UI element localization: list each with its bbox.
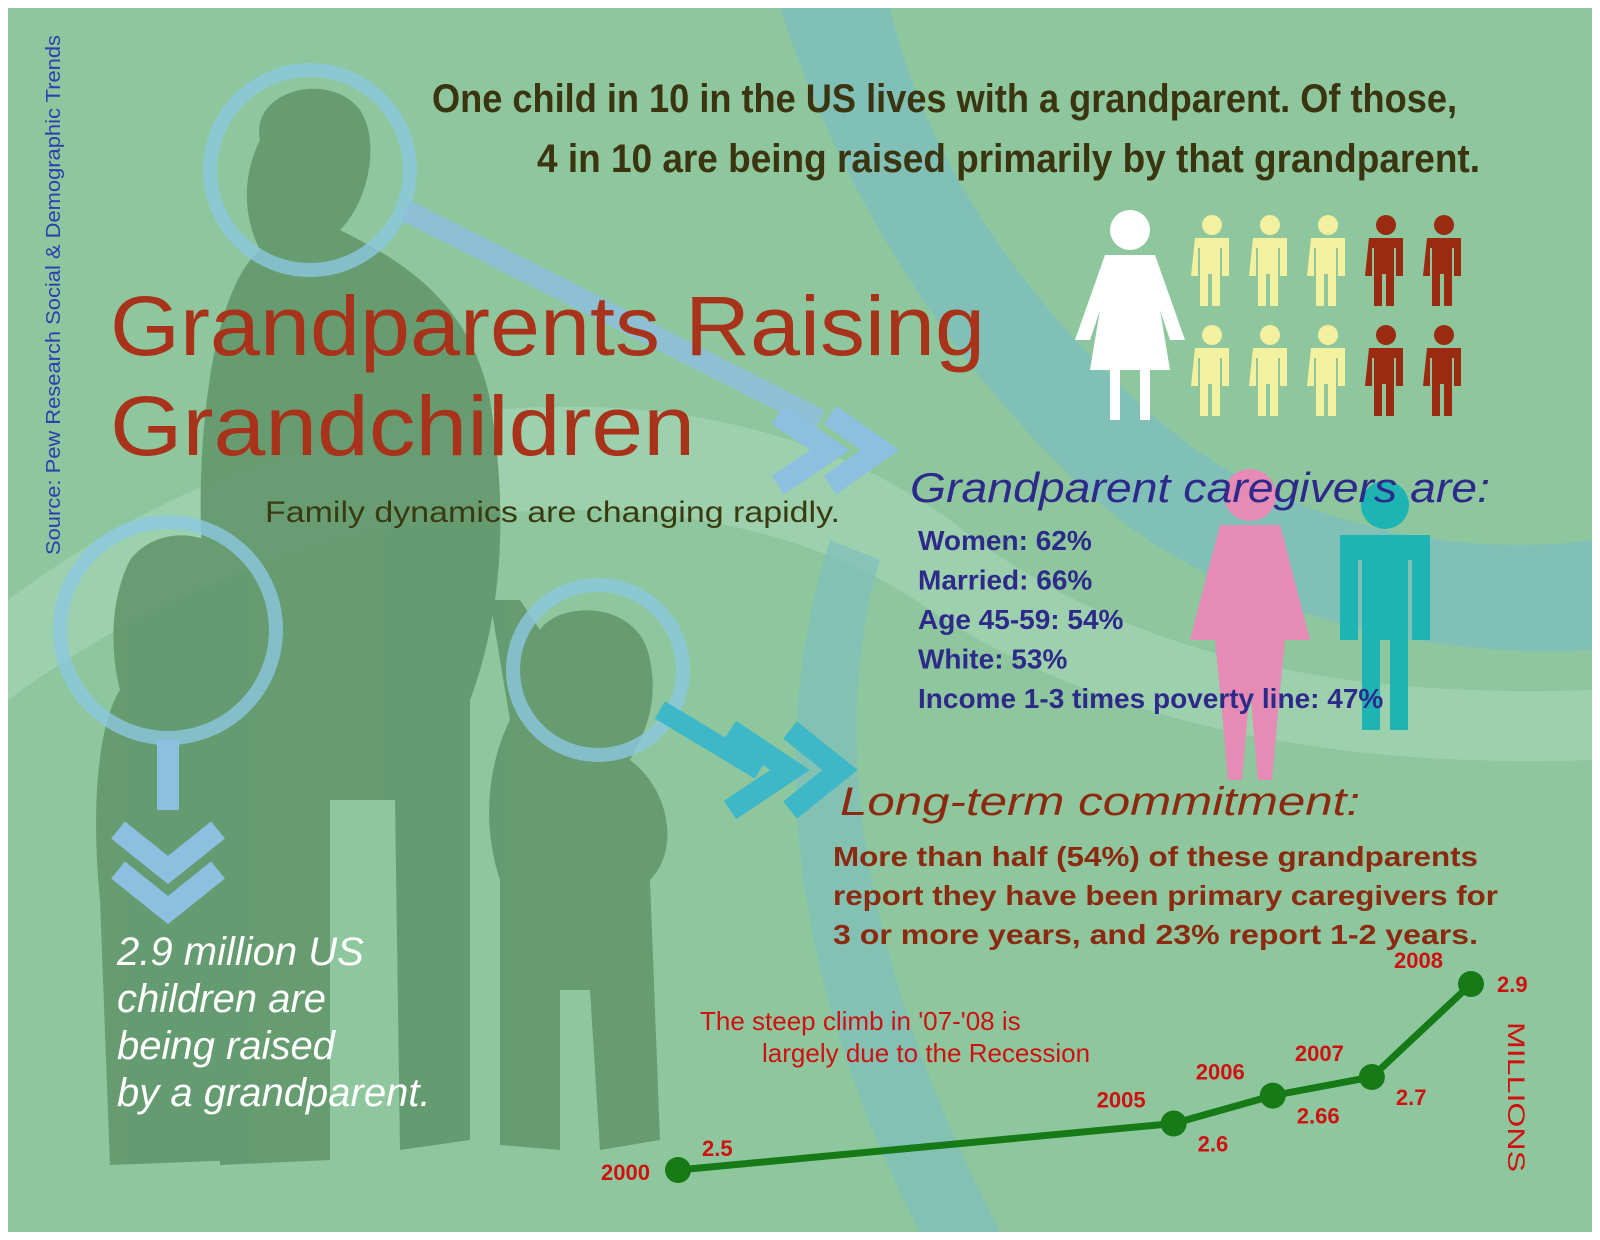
caregivers-list: Women: 62% Married: 66% Age 45-59: 54% Whit…	[918, 525, 1383, 714]
grandparent-silhouette	[200, 88, 501, 1166]
x-label: 2000	[601, 1160, 650, 1185]
stat-line: children are	[117, 977, 326, 1021]
woman-icon	[1075, 210, 1185, 420]
stat-line: 2.9 million US	[116, 930, 364, 974]
chevrons	[111, 821, 225, 925]
x-label: 2006	[1196, 1060, 1245, 1085]
point	[1358, 1064, 1385, 1090]
icon-head	[1202, 215, 1222, 235]
point	[665, 1157, 691, 1183]
caregiver-item: Married: 66%	[918, 565, 1092, 596]
caregiver-item: Income 1-3 times poverty line: 47%	[918, 683, 1383, 714]
icon-body	[1307, 348, 1345, 416]
icon-body	[1307, 238, 1345, 306]
caregiver-item: Age 45-59: 54%	[918, 604, 1124, 635]
connector	[654, 701, 766, 779]
commitment-text: More than half (54%) of these grandparen…	[833, 841, 1498, 950]
caregivers-heading: Grandparent caregivers are:	[910, 464, 1490, 511]
icon-body	[1365, 238, 1403, 306]
headline: One child in 10 in the US lives with a g…	[432, 77, 1457, 121]
icon-body	[1365, 348, 1403, 416]
child-silhouette	[96, 535, 244, 1165]
icon-body	[1423, 238, 1461, 306]
commitment-line: 3 or more years, and 23% report 1-2 year…	[833, 919, 1478, 950]
icon-head	[1434, 325, 1454, 345]
icon-body	[1249, 348, 1287, 416]
caregiver-item: Women: 62%	[918, 525, 1092, 556]
band	[780, 8, 1592, 652]
chevrons	[723, 720, 858, 820]
caregiver-icons	[1190, 469, 1430, 780]
x-label: 2007	[1295, 1041, 1344, 1066]
icon-head	[1434, 215, 1454, 235]
icon-head	[1318, 325, 1338, 345]
stat-line: by a grandparent.	[117, 1071, 431, 1115]
y-axis-label: MILLIONS	[1502, 1022, 1529, 1172]
child-icons	[1191, 215, 1461, 416]
highlight-ring	[203, 63, 417, 277]
icon-body	[1423, 348, 1461, 416]
icon-head	[1260, 325, 1280, 345]
chevrons	[771, 405, 900, 495]
x-label: 2008	[1394, 948, 1443, 973]
commitment-line: report they have been primary caregivers…	[833, 880, 1498, 911]
highlight-ring	[53, 515, 283, 745]
title: Grandchildren	[110, 379, 695, 473]
icon-body	[1191, 348, 1229, 416]
headline: 4 in 10 are being raised primarily by th…	[537, 137, 1480, 181]
commitment-line: More than half (54%) of these grandparen…	[833, 841, 1478, 872]
point	[1259, 1082, 1286, 1109]
icon-head	[1376, 215, 1396, 235]
icon-head	[1318, 215, 1338, 235]
icon-head	[1376, 325, 1396, 345]
annotation: The steep climb in '07-'08 is	[700, 1006, 1021, 1036]
value-label: 2.5	[702, 1136, 733, 1161]
highlight-ring	[506, 578, 690, 762]
band	[795, 540, 1000, 1232]
subtitle: Family dynamics are changing rapidly.	[265, 496, 840, 529]
icon-body	[1191, 238, 1229, 306]
value-label: 2.7	[1396, 1085, 1427, 1110]
stat-line: being raised	[117, 1024, 337, 1068]
value-label: 2.6	[1198, 1132, 1229, 1157]
value-label: 2.9	[1497, 972, 1528, 997]
child-silhouette	[489, 600, 668, 1150]
commitment-heading: Long-term commitment:	[840, 780, 1360, 824]
point	[1160, 1110, 1187, 1137]
value-label: 2.66	[1297, 1104, 1340, 1129]
icon-head	[1260, 215, 1280, 235]
icon-head	[1202, 325, 1222, 345]
icon-body	[1249, 238, 1287, 306]
title: Grandparents Raising	[110, 279, 985, 373]
source: Source: Pew Research Social & Demographi…	[43, 35, 65, 555]
silhouettes	[96, 88, 668, 1166]
annotation: largely due to the Recession	[762, 1038, 1090, 1068]
caregiver-item: White: 53%	[918, 644, 1067, 675]
x-label: 2005	[1097, 1088, 1146, 1113]
connector	[400, 200, 825, 430]
point	[1458, 971, 1484, 997]
